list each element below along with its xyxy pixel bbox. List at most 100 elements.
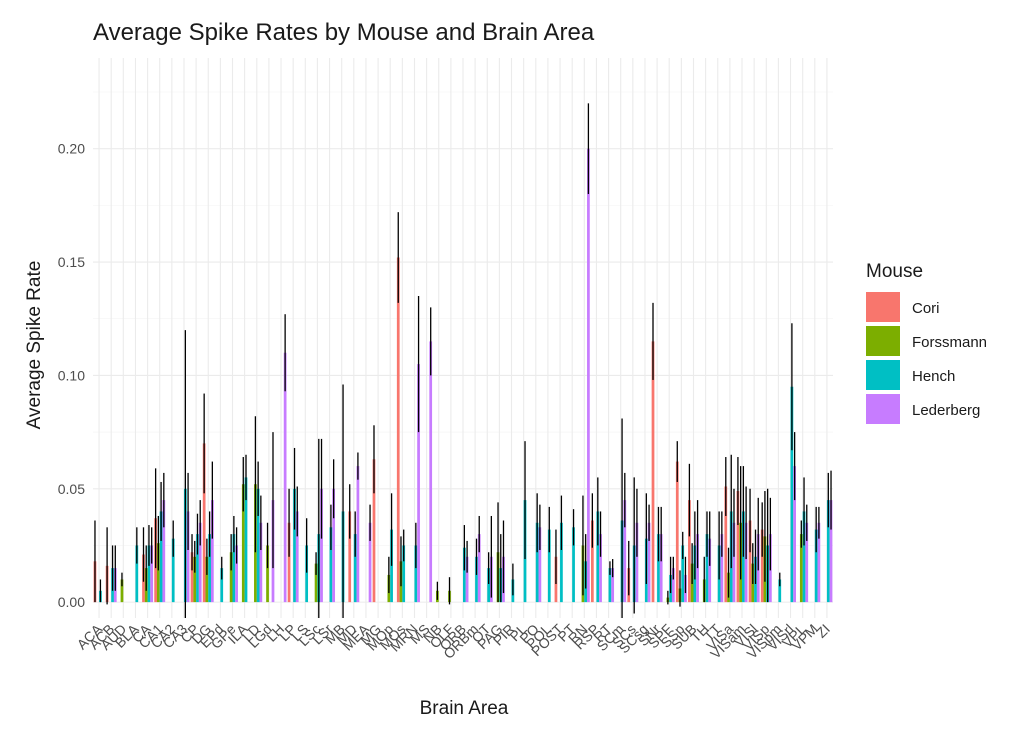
bar-hench xyxy=(159,511,163,603)
bar-hench xyxy=(608,568,612,603)
bar-hench xyxy=(596,511,600,603)
bar-lederberg xyxy=(429,341,433,603)
bar-lederberg xyxy=(635,522,639,603)
bar-hench xyxy=(135,545,139,603)
y-tick-label: 0.20 xyxy=(58,141,85,157)
bar-lederberg xyxy=(332,488,336,603)
bar-hench xyxy=(402,545,406,603)
bar-cori xyxy=(190,552,194,603)
bar-hench xyxy=(208,534,211,603)
x-axis-title: Brain Area xyxy=(420,698,509,719)
bar-hench xyxy=(329,527,333,603)
bar-hench xyxy=(560,522,563,603)
legend-label-forssmann: Forssmann xyxy=(912,334,987,351)
bar-hench xyxy=(705,534,709,603)
bar-cori xyxy=(760,529,764,603)
bar-cori xyxy=(736,491,740,603)
bar-cori xyxy=(348,511,352,603)
legend-key-hench xyxy=(866,360,900,390)
bar-hench xyxy=(353,534,357,603)
bar-hench xyxy=(487,568,490,603)
bar-lederberg xyxy=(732,522,736,603)
x-tick-label: ZI xyxy=(813,621,833,641)
bar-cori xyxy=(724,486,728,603)
bar-hench xyxy=(244,477,248,603)
y-tick-label: 0.00 xyxy=(58,594,85,610)
bar-forssmann xyxy=(120,579,124,603)
legend-label-cori: Cori xyxy=(912,300,940,317)
bar-cori xyxy=(287,522,291,603)
error-bars xyxy=(94,103,832,618)
bar-lederberg xyxy=(647,522,651,603)
legend-title: Mouse xyxy=(866,261,923,282)
bar-lederberg xyxy=(465,556,469,603)
bar-lederberg xyxy=(368,522,372,603)
bar-cori xyxy=(372,459,376,603)
bar-cori xyxy=(675,461,679,603)
bar-hench xyxy=(826,500,830,603)
bar-hench xyxy=(802,511,806,603)
bar-lederberg xyxy=(259,522,263,603)
bar-forssmann xyxy=(229,552,233,603)
chart-title: Average Spike Rates by Mouse and Brain A… xyxy=(93,19,595,46)
bar-hench xyxy=(681,545,685,603)
bar-lederberg xyxy=(623,500,627,603)
bar-hench xyxy=(475,556,478,603)
bar-lederberg xyxy=(295,511,299,603)
bar-cori xyxy=(651,341,655,603)
bar-hench xyxy=(256,488,260,603)
bar-lederberg xyxy=(162,500,166,603)
bar-hench xyxy=(196,534,199,603)
legend-key-cori xyxy=(866,292,900,322)
bar-lederberg xyxy=(587,148,590,603)
bar-forssmann xyxy=(193,556,197,603)
bar-lederberg xyxy=(599,534,602,603)
bar-lederberg xyxy=(720,534,724,603)
y-tick-label: 0.15 xyxy=(58,254,85,270)
legend-key-lederberg xyxy=(866,394,900,424)
bar-hench xyxy=(147,545,151,603)
bar-lederberg xyxy=(829,500,833,603)
bar-lederberg xyxy=(708,538,712,603)
bar-lederberg xyxy=(150,545,154,603)
bar-hench xyxy=(220,568,224,603)
bar-cori xyxy=(688,500,691,603)
bar-hench xyxy=(463,547,466,603)
bar-forssmann xyxy=(799,534,803,603)
y-axis-title: Average Spike Rate xyxy=(24,261,45,430)
bar-lederberg xyxy=(477,534,481,603)
bar-lederberg xyxy=(283,352,287,603)
bar-hench xyxy=(547,529,551,603)
bar-hench xyxy=(814,529,818,603)
bar-lederberg xyxy=(671,568,675,603)
y-tick-label: 0.10 xyxy=(58,367,85,383)
bar-lederberg xyxy=(659,534,663,603)
bar-lederberg xyxy=(805,522,809,603)
legend-items: Cori Forssmann Hench Lederberg xyxy=(866,292,987,424)
bar-hench xyxy=(657,534,660,603)
bar-cori xyxy=(590,520,594,603)
bar-lederberg xyxy=(210,500,214,603)
bar-lederberg xyxy=(186,511,190,603)
bar-forssmann xyxy=(266,545,269,603)
legend-label-hench: Hench xyxy=(912,368,955,385)
bar-forssmann xyxy=(241,484,245,603)
bar-lederberg xyxy=(417,364,420,603)
bar-hench xyxy=(414,545,418,603)
bar-hench xyxy=(293,488,296,603)
bar-lederberg xyxy=(611,568,615,603)
bar-lederberg xyxy=(235,545,238,603)
legend-key-forssmann xyxy=(866,326,900,356)
legend-label-lederberg: Lederberg xyxy=(912,402,980,419)
plot-panel xyxy=(93,58,833,618)
bar-lederberg xyxy=(320,488,323,603)
bar-hench xyxy=(535,522,539,603)
bar-hench xyxy=(232,534,236,603)
bar-hench xyxy=(790,386,794,603)
bar-lederberg xyxy=(744,522,748,603)
y-axis-ticks: 0.00 0.05 0.10 0.15 0.20 xyxy=(58,141,85,610)
bar-hench xyxy=(305,545,309,603)
bar-hench xyxy=(572,527,575,603)
bar-cori xyxy=(396,257,400,603)
